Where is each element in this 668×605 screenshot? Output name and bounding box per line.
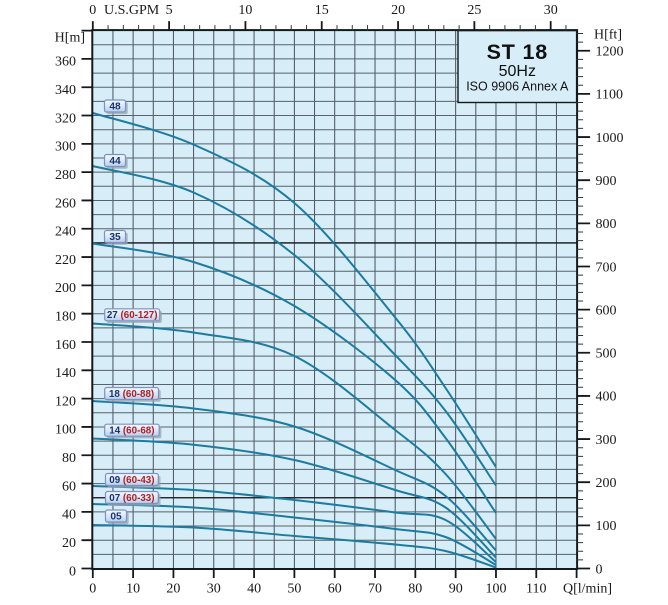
svg-text:100: 100 [55, 423, 76, 438]
svg-text:48: 48 [109, 101, 121, 112]
svg-text:35: 35 [109, 232, 121, 243]
svg-text:140: 140 [55, 366, 76, 381]
svg-text:10: 10 [126, 582, 140, 597]
svg-text:20: 20 [391, 3, 405, 18]
svg-text:320: 320 [55, 111, 76, 126]
svg-text:ST 18: ST 18 [487, 40, 548, 64]
svg-text:09 (60-43): 09 (60-43) [109, 475, 154, 486]
svg-text:800: 800 [596, 217, 617, 232]
svg-text:500: 500 [596, 347, 617, 362]
svg-text:0: 0 [69, 564, 76, 579]
svg-text:1000: 1000 [596, 131, 624, 146]
svg-text:360: 360 [55, 55, 76, 70]
svg-text:15: 15 [315, 3, 329, 18]
svg-text:340: 340 [55, 83, 76, 98]
svg-text:700: 700 [596, 260, 617, 275]
svg-text:5: 5 [166, 3, 173, 18]
svg-text:300: 300 [55, 140, 76, 155]
svg-text:07 (60-33): 07 (60-33) [109, 493, 154, 504]
svg-text:60: 60 [328, 582, 342, 597]
svg-text:260: 260 [55, 196, 76, 211]
svg-text:20: 20 [166, 582, 180, 597]
svg-text:180: 180 [55, 310, 76, 325]
svg-text:H[ft]: H[ft] [594, 28, 622, 43]
svg-text:400: 400 [596, 390, 617, 405]
svg-text:05: 05 [110, 511, 122, 522]
svg-text:100: 100 [596, 519, 617, 534]
svg-text:160: 160 [55, 338, 76, 353]
svg-text:Q[l/min]: Q[l/min] [563, 582, 612, 597]
svg-text:30: 30 [544, 3, 558, 18]
svg-text:30: 30 [207, 582, 221, 597]
svg-text:U.S.GPM: U.S.GPM [104, 3, 160, 18]
svg-text:60: 60 [62, 479, 76, 494]
svg-text:40: 40 [247, 582, 261, 597]
svg-text:80: 80 [62, 451, 76, 466]
svg-text:27 (60-127): 27 (60-127) [107, 310, 158, 321]
svg-text:220: 220 [55, 253, 76, 268]
svg-text:25: 25 [467, 3, 481, 18]
svg-text:14 (60-68): 14 (60-68) [109, 426, 154, 437]
svg-text:70: 70 [368, 582, 382, 597]
svg-text:80: 80 [408, 582, 422, 597]
svg-text:1100: 1100 [596, 88, 623, 103]
svg-text:0: 0 [596, 562, 603, 577]
svg-text:50Hz: 50Hz [499, 63, 536, 80]
svg-text:0: 0 [89, 582, 96, 597]
svg-text:280: 280 [55, 168, 76, 183]
svg-text:240: 240 [55, 225, 76, 240]
svg-text:600: 600 [596, 303, 617, 318]
svg-text:ISO 9906 Annex A: ISO 9906 Annex A [466, 80, 569, 94]
svg-text:900: 900 [596, 174, 617, 189]
svg-text:90: 90 [449, 582, 463, 597]
svg-text:44: 44 [109, 156, 121, 167]
svg-text:200: 200 [596, 476, 617, 491]
svg-text:120: 120 [55, 394, 76, 409]
svg-text:18 (60-88): 18 (60-88) [109, 389, 154, 400]
svg-text:110: 110 [526, 582, 546, 597]
svg-text:20: 20 [62, 536, 76, 551]
svg-text:50: 50 [287, 582, 301, 597]
svg-text:10: 10 [238, 3, 252, 18]
svg-text:300: 300 [596, 433, 617, 448]
svg-text:0: 0 [89, 3, 96, 18]
svg-text:1200: 1200 [596, 45, 624, 60]
svg-text:200: 200 [55, 281, 76, 296]
svg-text:H[m]: H[m] [55, 31, 85, 46]
svg-text:100: 100 [486, 582, 507, 597]
svg-text:40: 40 [62, 508, 76, 523]
